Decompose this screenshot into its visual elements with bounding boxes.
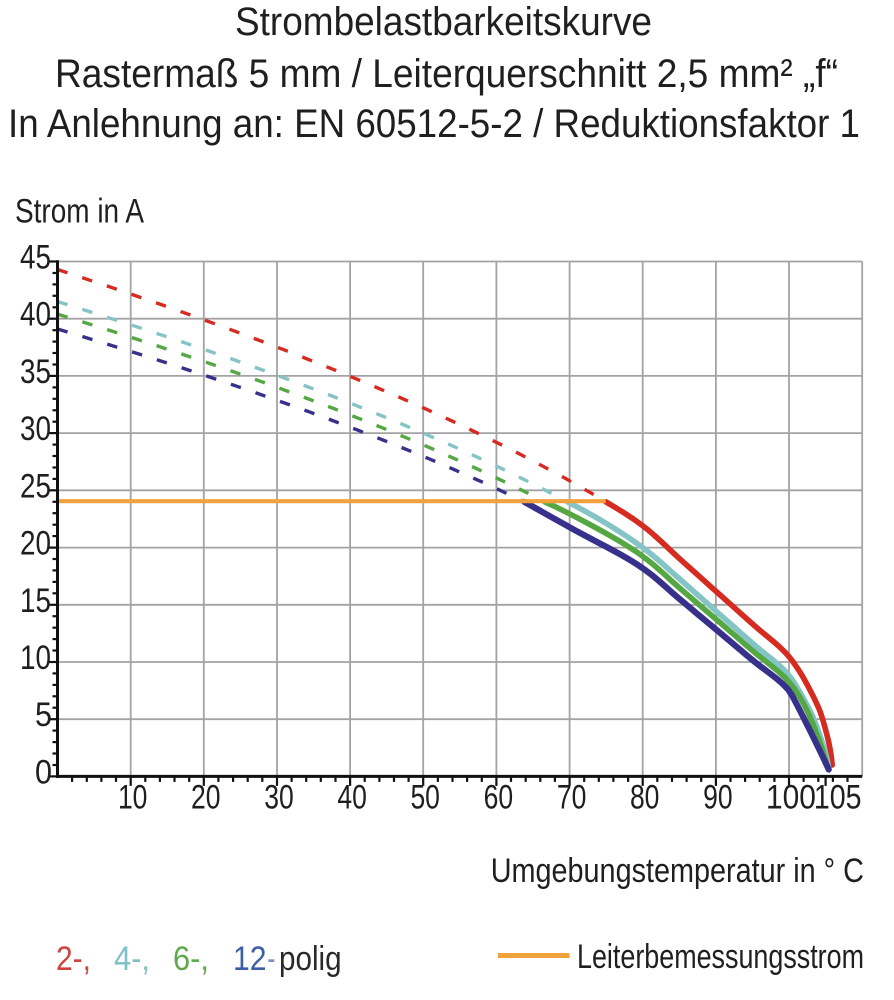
svg-text:40: 40 [20, 296, 51, 334]
svg-text:50: 50 [410, 779, 440, 817]
svg-text:40: 40 [337, 779, 367, 817]
svg-text:In Anlehnung an: EN 60512-5-2: In Anlehnung an: EN 60512-5-2 / Reduktio… [8, 102, 860, 146]
svg-text:105: 105 [814, 779, 862, 817]
svg-text:10: 10 [20, 639, 51, 677]
svg-text:20: 20 [20, 525, 51, 563]
svg-text:Rastermaß 5 mm / Leiterquersch: Rastermaß 5 mm / Leiterquerschnitt 2,5 m… [55, 52, 838, 96]
svg-text:25: 25 [20, 467, 51, 505]
svg-text:6-,: 6-, [173, 940, 209, 978]
svg-text:Strom in A: Strom in A [15, 193, 144, 231]
svg-text:60: 60 [484, 779, 514, 817]
svg-text:2-,: 2-, [56, 940, 91, 978]
svg-text:Leiterbemessungsstrom: Leiterbemessungsstrom [577, 938, 864, 976]
svg-text:12: 12 [233, 940, 267, 978]
svg-text:-: - [267, 940, 275, 978]
svg-text:5: 5 [35, 696, 52, 734]
svg-text:20: 20 [191, 779, 221, 817]
svg-text:10: 10 [118, 779, 148, 817]
svg-text:30: 30 [264, 779, 294, 817]
svg-text:polig: polig [279, 940, 342, 978]
svg-text:80: 80 [630, 779, 660, 817]
svg-text:30: 30 [20, 410, 51, 448]
svg-text:90: 90 [703, 779, 733, 817]
svg-text:Strombelastbarkeitskurve: Strombelastbarkeitskurve [235, 0, 652, 44]
svg-text:0: 0 [35, 754, 52, 792]
svg-text:4-,: 4-, [114, 940, 150, 978]
svg-text:15: 15 [20, 582, 51, 620]
svg-text:Umgebungstemperatur in ° C: Umgebungstemperatur in ° C [491, 852, 864, 890]
svg-text:45: 45 [20, 239, 51, 277]
svg-text:35: 35 [20, 353, 51, 391]
svg-text:70: 70 [557, 779, 587, 817]
svg-text:100: 100 [766, 779, 816, 817]
